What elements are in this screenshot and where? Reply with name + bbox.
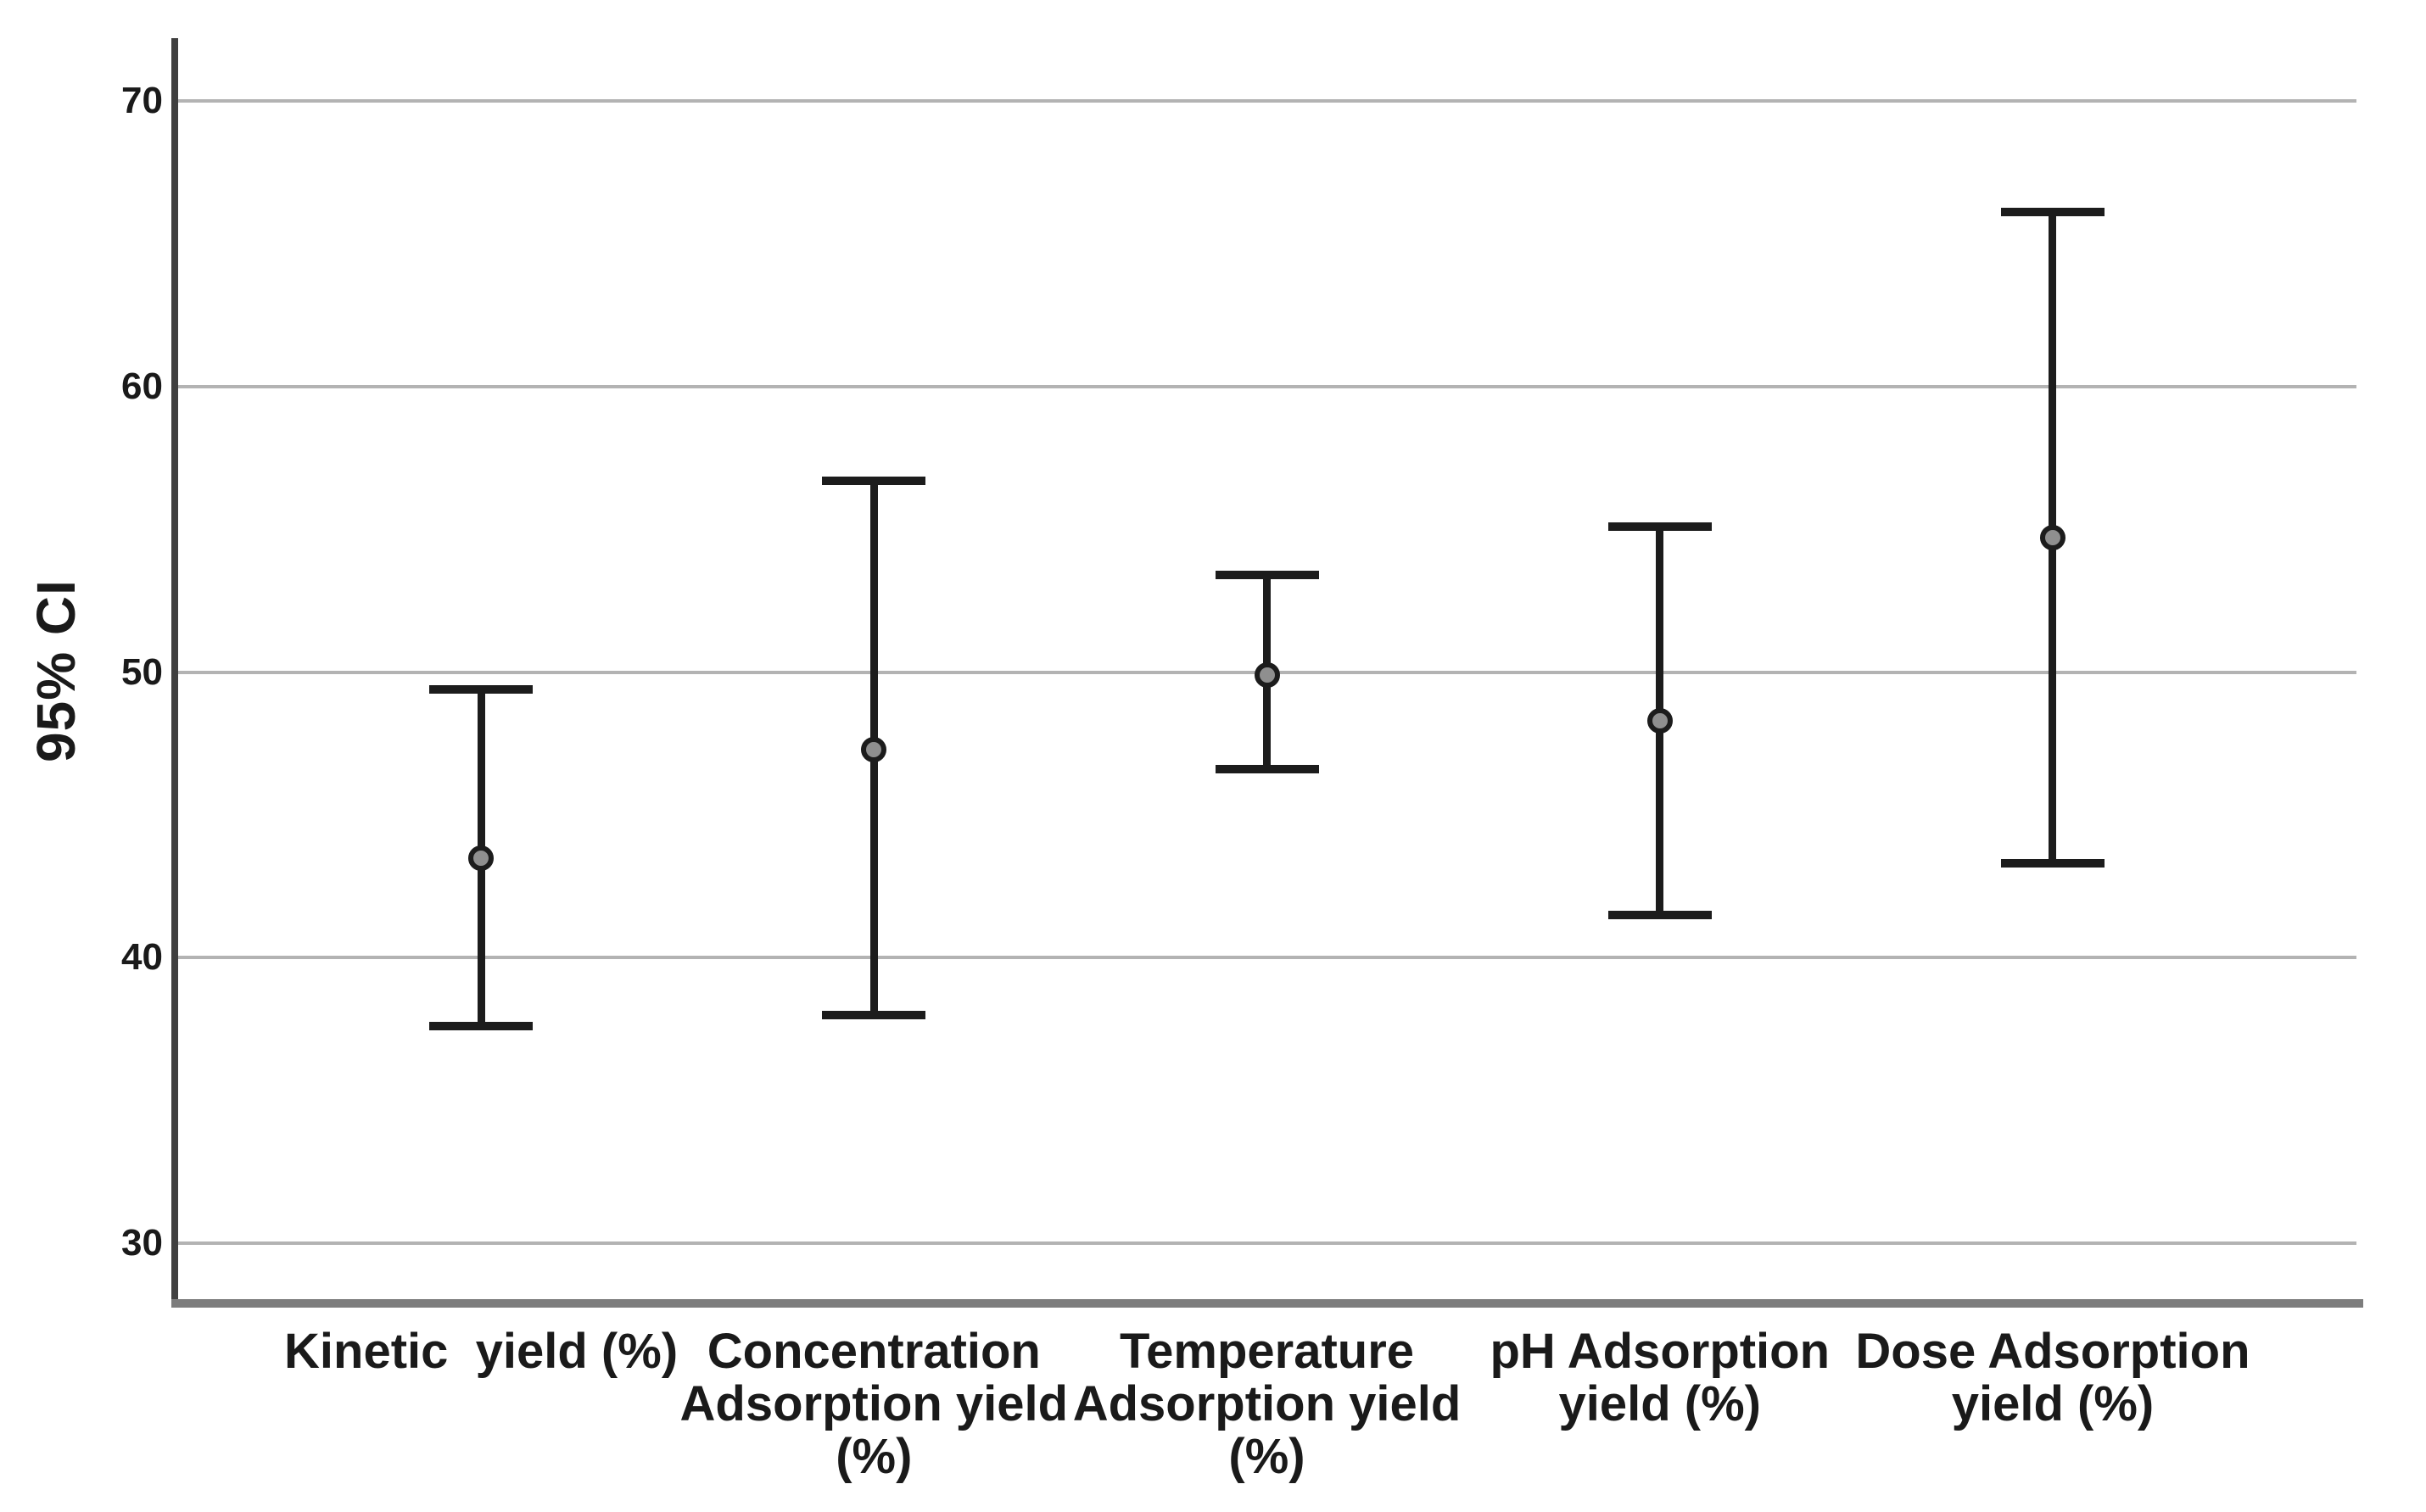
error-bar-0-mean-marker (468, 845, 495, 871)
error-bar-4-mean-marker (2039, 525, 2065, 551)
y-tick-label-70: 70 (121, 80, 163, 122)
category-label-0: Kinetic yield (%) (284, 1324, 679, 1379)
error-bar-4-cap-top (2000, 208, 2105, 217)
error-bar-2-cap-bottom (1215, 765, 1319, 774)
gridline-60 (178, 384, 2356, 388)
error-bar-3-cap-top (1607, 522, 1712, 531)
y-tick-label-60: 60 (121, 365, 163, 407)
error-bar-4-cap-bottom (2000, 859, 2105, 868)
gridline-70 (178, 99, 2356, 103)
error-bar-2-cap-top (1215, 571, 1319, 580)
category-label-1: Concentration Adsorption yield (%) (679, 1324, 1069, 1484)
x-axis-line (171, 1299, 2363, 1308)
category-label-3: pH Adsorption yield (%) (1490, 1324, 1831, 1431)
error-bar-1-mean-marker (861, 736, 887, 762)
y-tick-label-30: 30 (121, 1222, 163, 1264)
error-bar-2-mean-marker (1254, 662, 1280, 689)
y-axis-line (171, 38, 178, 1308)
category-label-4: Dose Adsorption yield (%) (1855, 1324, 2250, 1431)
y-tick-label-50: 50 (121, 650, 163, 693)
error-bar-0-cap-top (429, 684, 534, 694)
error-bar-3-mean-marker (1646, 707, 1673, 734)
error-bar-1-cap-bottom (822, 1010, 926, 1019)
gridline-30 (178, 1241, 2356, 1246)
gridline-40 (178, 956, 2356, 960)
error-bar-1-cap-top (822, 477, 926, 486)
error-bar-3-cap-bottom (1607, 910, 1712, 919)
y-tick-label-40: 40 (121, 936, 163, 979)
category-label-2: Temperature Adsorption yield (%) (1072, 1324, 1462, 1484)
error-bar-0-cap-bottom (429, 1022, 534, 1031)
